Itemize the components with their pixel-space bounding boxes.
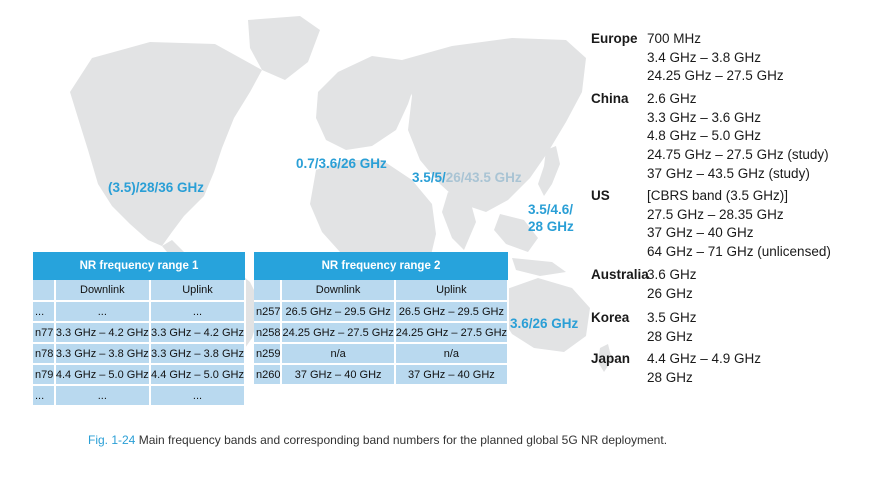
oceania-bands: 3.6/26 GHz: [510, 316, 579, 331]
band-code: ...: [33, 301, 56, 323]
fr2-title: NR frequency range 2: [254, 252, 509, 280]
region-name: China: [591, 91, 629, 106]
figure-number: Fig. 1-24: [88, 433, 136, 447]
uplink-range: n/a: [394, 343, 510, 365]
fr1-table: NR frequency range 1 Downlink Uplink ...…: [33, 252, 246, 407]
table-row: n258 24.25 GHz – 27.5 GHz 24.25 GHz – 27…: [254, 322, 510, 344]
downlink-range: ...: [54, 385, 152, 407]
band-code: n77: [33, 322, 56, 344]
map-label-asia: 3.5/5/26/43.5 GHz: [412, 169, 522, 186]
downlink-range: 3.3 GHz – 3.8 GHz: [54, 343, 152, 365]
caption-text: Main frequency bands and corresponding b…: [135, 433, 668, 447]
east-asia-bands-line2: 28 GHz: [528, 219, 574, 234]
fr2-band-header: [254, 280, 283, 302]
band-item: 24.75 GHz – 27.5 GHz (study): [647, 147, 829, 163]
region-name: Japan: [591, 351, 631, 366]
region-bands: 3.5 GHz 28 GHz: [647, 309, 697, 346]
map-label-oceania: 3.6/26 GHz: [510, 315, 578, 332]
band-code: n258: [254, 322, 283, 344]
region-bands: 3.6 GHz 26 GHz: [647, 266, 697, 303]
uplink-range: 3.3 GHz – 4.2 GHz: [150, 322, 246, 344]
figure-caption: Fig. 1-24 Main frequency bands and corre…: [88, 433, 667, 447]
east-asia-bands-line1: 3.5/4.6/: [528, 202, 574, 217]
band-code: n257: [254, 301, 283, 323]
downlink-range: ...: [54, 301, 152, 323]
region-name: US: [591, 188, 610, 203]
table-row: ... ... ...: [33, 385, 246, 407]
band-item: 4.4 GHz – 4.9 GHz: [647, 351, 762, 366]
region-name: Australia: [591, 267, 649, 282]
band-item: 3.3 GHz – 3.6 GHz: [647, 109, 762, 125]
table-row: n257 26.5 GHz – 29.5 GHz 26.5 GHz – 29.5…: [254, 301, 510, 323]
band-item: 28 GHz: [647, 328, 693, 344]
downlink-range: 4.4 GHz – 5.0 GHz: [54, 364, 152, 386]
asia-bands-main: 3.5/5/: [412, 170, 446, 185]
band-item: 4.8 GHz – 5.0 GHz: [647, 128, 762, 144]
uplink-range: 4.4 GHz – 5.0 GHz: [150, 364, 246, 386]
fr2-downlink-header: Downlink: [281, 280, 396, 302]
uplink-range: 24.25 GHz – 27.5 GHz: [394, 322, 510, 344]
uplink-range: ...: [150, 301, 246, 323]
map-label-east-asia: 3.5/4.6/ 28 GHz: [528, 201, 574, 235]
band-item: 26 GHz: [647, 285, 693, 301]
band-item: 27.5 GHz – 28.35 GHz: [647, 206, 784, 222]
map-label-americas: (3.5)/28/36 GHz: [108, 179, 204, 196]
uplink-range: ...: [150, 385, 246, 407]
americas-bands: (3.5)/28/36 GHz: [108, 180, 205, 195]
region-bands: 2.6 GHz 3.3 GHz – 3.6 GHz 4.8 GHz – 5.0 …: [647, 90, 829, 183]
fr1-title: NR frequency range 1: [33, 252, 245, 280]
uplink-range: 26.5 GHz – 29.5 GHz: [394, 301, 510, 323]
band-item: 24.25 GHz – 27.5 GHz: [647, 68, 784, 84]
band-item: 37 GHz – 40 GHz: [647, 225, 754, 241]
table-row: ... ... ...: [33, 301, 246, 323]
band-code: n79: [33, 364, 56, 386]
band-item: 700 MHz: [647, 31, 702, 46]
table-row: n260 37 GHz – 40 GHz 37 GHz – 40 GHz: [254, 364, 510, 386]
band-item: 3.6 GHz: [647, 267, 697, 282]
fr2-table: NR frequency range 2 Downlink Uplink n25…: [254, 252, 510, 386]
fr1-band-header: [33, 280, 56, 302]
band-code: n260: [254, 364, 283, 386]
europe-bands: 0.7/3.6/26 GHz: [296, 156, 387, 171]
downlink-range: n/a: [281, 343, 396, 365]
table-row: n77 3.3 GHz – 4.2 GHz 3.3 GHz – 4.2 GHz: [33, 322, 246, 344]
band-code: n78: [33, 343, 56, 365]
asia-bands-dim: 26/43.5 GHz: [445, 170, 522, 185]
downlink-range: 3.3 GHz – 4.2 GHz: [54, 322, 152, 344]
band-item: 64 GHz – 71 GHz (unlicensed): [647, 244, 831, 260]
region-bands: [CBRS band (3.5 GHz)] 27.5 GHz – 28.35 G…: [647, 187, 831, 262]
band-code: n259: [254, 343, 283, 365]
region-name: Europe: [591, 31, 638, 46]
downlink-range: 37 GHz – 40 GHz: [281, 364, 396, 386]
band-item: 3.4 GHz – 3.8 GHz: [647, 49, 762, 65]
region-name: Korea: [591, 310, 630, 325]
fr1-downlink-header: Downlink: [54, 280, 152, 302]
downlink-range: 24.25 GHz – 27.5 GHz: [281, 322, 396, 344]
band-item: 2.6 GHz: [647, 91, 697, 106]
band-code: ...: [33, 385, 56, 407]
band-item: [CBRS band (3.5 GHz)]: [647, 188, 789, 203]
table-row: n79 4.4 GHz – 5.0 GHz 4.4 GHz – 5.0 GHz: [33, 364, 246, 386]
uplink-range: 37 GHz – 40 GHz: [394, 364, 510, 386]
band-item: 37 GHz – 43.5 GHz (study): [647, 165, 810, 181]
fr2-uplink-header: Uplink: [394, 280, 510, 302]
table-row: n78 3.3 GHz – 3.8 GHz 3.3 GHz – 3.8 GHz: [33, 343, 246, 365]
band-item: 28 GHz: [647, 369, 693, 385]
fr1-uplink-header: Uplink: [150, 280, 246, 302]
table-row: n259 n/a n/a: [254, 343, 510, 365]
region-bands: 4.4 GHz – 4.9 GHz 28 GHz: [647, 350, 761, 387]
region-bands: 700 MHz 3.4 GHz – 3.8 GHz 24.25 GHz – 27…: [647, 30, 784, 86]
map-label-europe: 0.7/3.6/26 GHz: [296, 155, 387, 172]
downlink-range: 26.5 GHz – 29.5 GHz: [281, 301, 396, 323]
band-item: 3.5 GHz: [647, 310, 697, 325]
uplink-range: 3.3 GHz – 3.8 GHz: [150, 343, 246, 365]
